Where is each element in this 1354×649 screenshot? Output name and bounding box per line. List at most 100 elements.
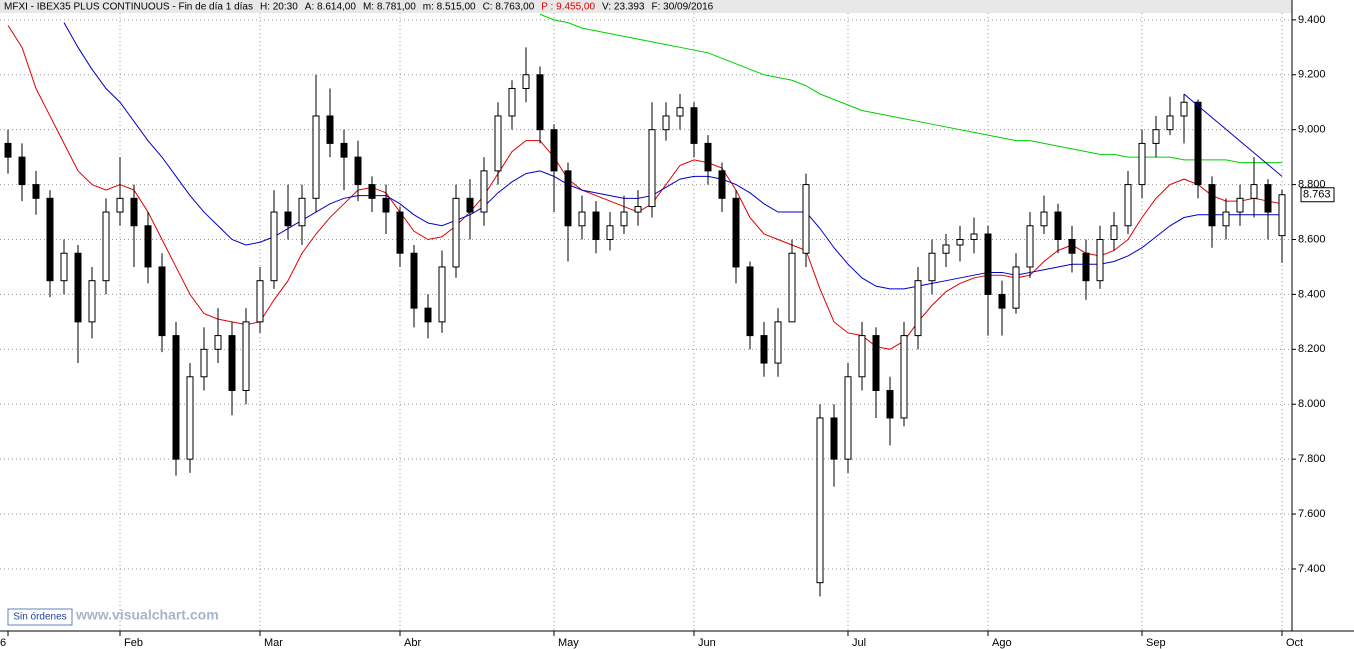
candle-body — [424, 307, 432, 323]
candle-body — [242, 321, 250, 391]
moving-average — [63, 22, 1282, 290]
x-tick-label: Mar — [264, 637, 283, 649]
candle-body — [1012, 266, 1020, 309]
header-item: M: 8.781,00 — [363, 2, 416, 13]
candle-body — [1236, 197, 1244, 213]
candle-body — [1040, 211, 1048, 227]
y-tick-label: 7.400 — [1298, 563, 1326, 575]
candle-body — [508, 87, 516, 117]
candle-body — [74, 252, 82, 323]
candle-body — [970, 233, 978, 240]
candle-body — [452, 197, 460, 268]
candle-body — [144, 225, 152, 268]
y-tick-label: 9.400 — [1298, 14, 1326, 26]
watermark: www.visualchart.com — [75, 607, 219, 623]
header-item: C: 8.763,00 — [483, 2, 535, 13]
orders-button[interactable] — [7, 608, 73, 626]
candle-body — [732, 197, 740, 268]
candle-body — [1180, 101, 1188, 117]
candle-body — [326, 115, 334, 144]
candle-body — [186, 376, 194, 460]
header-item: V: 23.393 — [602, 2, 645, 13]
x-tick-label: Feb — [124, 637, 143, 649]
y-tick-label: 8.600 — [1298, 233, 1326, 245]
orders-button-label[interactable]: Sin órdenes — [13, 612, 66, 623]
candle-body — [648, 129, 656, 208]
x-tick-label: Sep — [1146, 637, 1166, 649]
candle-body — [872, 335, 880, 391]
candle-body — [900, 335, 908, 419]
candle-body — [284, 211, 292, 227]
candle-body — [480, 170, 488, 213]
candle-body — [1152, 129, 1160, 144]
header-bar — [0, 0, 1292, 13]
candle-body — [228, 335, 236, 391]
y-tick-label: 9.200 — [1298, 69, 1326, 81]
candle-body — [620, 211, 628, 227]
x-tick-label: Jun — [698, 637, 716, 649]
candle-body — [18, 156, 26, 186]
trendline — [1183, 93, 1283, 177]
candle-body — [312, 115, 320, 199]
header: MFXI - IBEX35 PLUS CONTINUOUS - Fin de d… — [4, 2, 714, 13]
candle-body — [1278, 194, 1286, 237]
candle-body — [1166, 115, 1174, 131]
candle-body — [298, 197, 306, 227]
candle-body — [1096, 238, 1104, 282]
candle-body — [410, 252, 418, 309]
candle-body — [690, 107, 698, 144]
header-item: MFXI - IBEX35 PLUS CONTINUOUS - Fin de d… — [4, 2, 253, 13]
candle-body — [928, 252, 936, 282]
y-tick-label: 8.400 — [1298, 288, 1326, 300]
candle-body — [956, 238, 964, 246]
candle-body — [116, 197, 124, 213]
x-tick-label: May — [558, 637, 579, 649]
header-item: m: 8.515,00 — [423, 2, 476, 13]
candle-body — [368, 184, 376, 199]
candle-body — [998, 293, 1006, 309]
candle-body — [172, 335, 180, 460]
candle-body — [942, 244, 950, 254]
candle-body — [1026, 225, 1034, 268]
y-tick-label: 8.000 — [1298, 398, 1326, 410]
x-tick-label: 6 — [0, 637, 6, 649]
candle-body — [382, 197, 390, 213]
candle-body — [494, 115, 502, 172]
moving-average — [539, 13, 1282, 164]
candle-body — [102, 211, 110, 282]
candle-body — [438, 266, 446, 323]
header-item: P : 9.455,00 — [541, 2, 595, 13]
y-tick-label: 7.600 — [1298, 508, 1326, 520]
last-price-box — [1300, 187, 1335, 203]
candle-body — [844, 376, 852, 460]
candle-body — [914, 280, 922, 337]
candle-body — [592, 211, 600, 240]
candle-body — [1068, 238, 1076, 254]
candle-body — [578, 211, 586, 227]
candle-body — [88, 280, 96, 323]
last-price-label: 8.763 — [1303, 189, 1331, 201]
candle-body — [214, 335, 222, 350]
candle-body — [1264, 184, 1272, 213]
candle-body — [1194, 101, 1202, 186]
candle-body — [522, 74, 530, 89]
candle-body — [1082, 252, 1090, 282]
candle-body — [984, 233, 992, 295]
y-tick-label: 8.200 — [1298, 343, 1326, 355]
candle-body — [886, 389, 894, 419]
candle-body — [634, 206, 642, 213]
candle-body — [802, 184, 810, 254]
header-item: F: 30/09/2016 — [651, 2, 713, 13]
y-tick-label: 9.000 — [1298, 124, 1326, 136]
candle-body — [1250, 184, 1258, 199]
candle-body — [60, 252, 68, 282]
header-item: H: 20:30 — [260, 2, 298, 13]
candle-body — [256, 280, 264, 323]
candle-body — [354, 156, 362, 186]
candle-body — [816, 417, 824, 584]
x-tick-label: Abr — [404, 637, 421, 649]
candle-body — [1110, 225, 1118, 240]
candle-body — [1138, 142, 1146, 186]
y-tick-label: 7.800 — [1298, 453, 1326, 465]
